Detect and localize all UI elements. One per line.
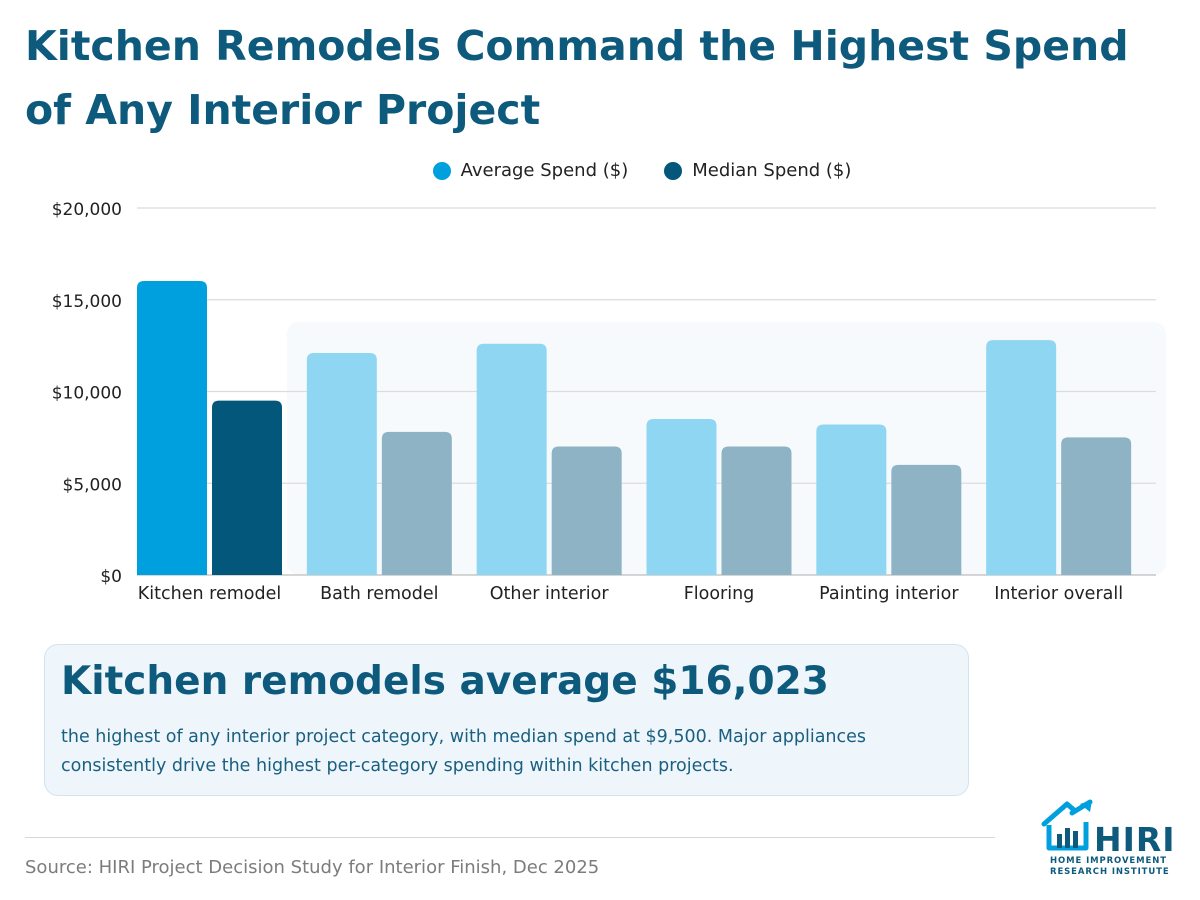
key-stat-callout: Kitchen remodels average $16,023 the hig… (44, 644, 969, 796)
house-chart-icon (1041, 799, 1093, 851)
x-axis-ticks: Kitchen remodel Bath remodel Other interio… (138, 584, 1123, 604)
callout-body: the highest of any interior project cate… (61, 727, 867, 776)
legend-swatch-median (664, 161, 683, 180)
legend-label-median: Median Spend ($) (692, 160, 852, 181)
legend-item-average: Average Spend ($) (432, 160, 629, 181)
legend-item-median: Median Spend ($) (664, 160, 851, 181)
chart-legend: Average Spend ($) Median Spend ($) (0, 160, 1200, 181)
bar-median (212, 400, 282, 575)
x-tick-label: Flooring (684, 584, 755, 604)
source-note: Source: HIRI Project Decision Study for … (25, 857, 600, 878)
bar-average (476, 343, 547, 575)
hiri-logo: HIRI HOME IMPROVEMENT RESEARCH INSTITUTE (1040, 794, 1180, 884)
bar-median (551, 446, 622, 575)
y-axis-ticks: $0 $5,000 $10,000 $15,000 $20,000 (52, 200, 122, 587)
y-tick-label: $0 (100, 567, 122, 587)
bar-median (891, 464, 962, 575)
footer-divider (25, 837, 995, 838)
x-tick-label: Other interior (490, 584, 610, 604)
x-tick-label: Interior overall (994, 584, 1123, 604)
y-tick-label: $5,000 (63, 475, 122, 495)
bar-median (721, 446, 792, 575)
x-tick-label: Kitchen remodel (138, 584, 281, 604)
y-tick-label: $10,000 (52, 384, 122, 404)
logo-subtitle: HOME IMPROVEMENT RESEARCH INSTITUTE (1050, 856, 1170, 877)
y-tick-label: $20,000 (52, 200, 122, 220)
chart-title: Kitchen Remodels Command the Highest Spe… (25, 22, 1129, 134)
bar-average (646, 419, 717, 575)
bar-median (1061, 437, 1132, 575)
bar-average (816, 424, 887, 575)
bar-chart: $0 $5,000 $10,000 $15,000 $20,000 Kitchen re… (52, 200, 1166, 604)
bar-average (986, 340, 1057, 575)
chart-bars (137, 280, 1132, 575)
x-tick-label: Painting interior (819, 584, 959, 604)
bar-average (306, 352, 377, 575)
y-tick-label: $15,000 (52, 292, 122, 312)
bar-median (381, 431, 452, 575)
legend-swatch-average (432, 161, 451, 180)
legend-label-average: Average Spend ($) (460, 160, 629, 181)
logo-wordmark: HIRI (1094, 820, 1176, 859)
x-tick-label: Bath remodel (320, 584, 438, 604)
callout-headline: Kitchen remodels average $16,023 (61, 659, 829, 704)
bar-average (137, 280, 207, 575)
